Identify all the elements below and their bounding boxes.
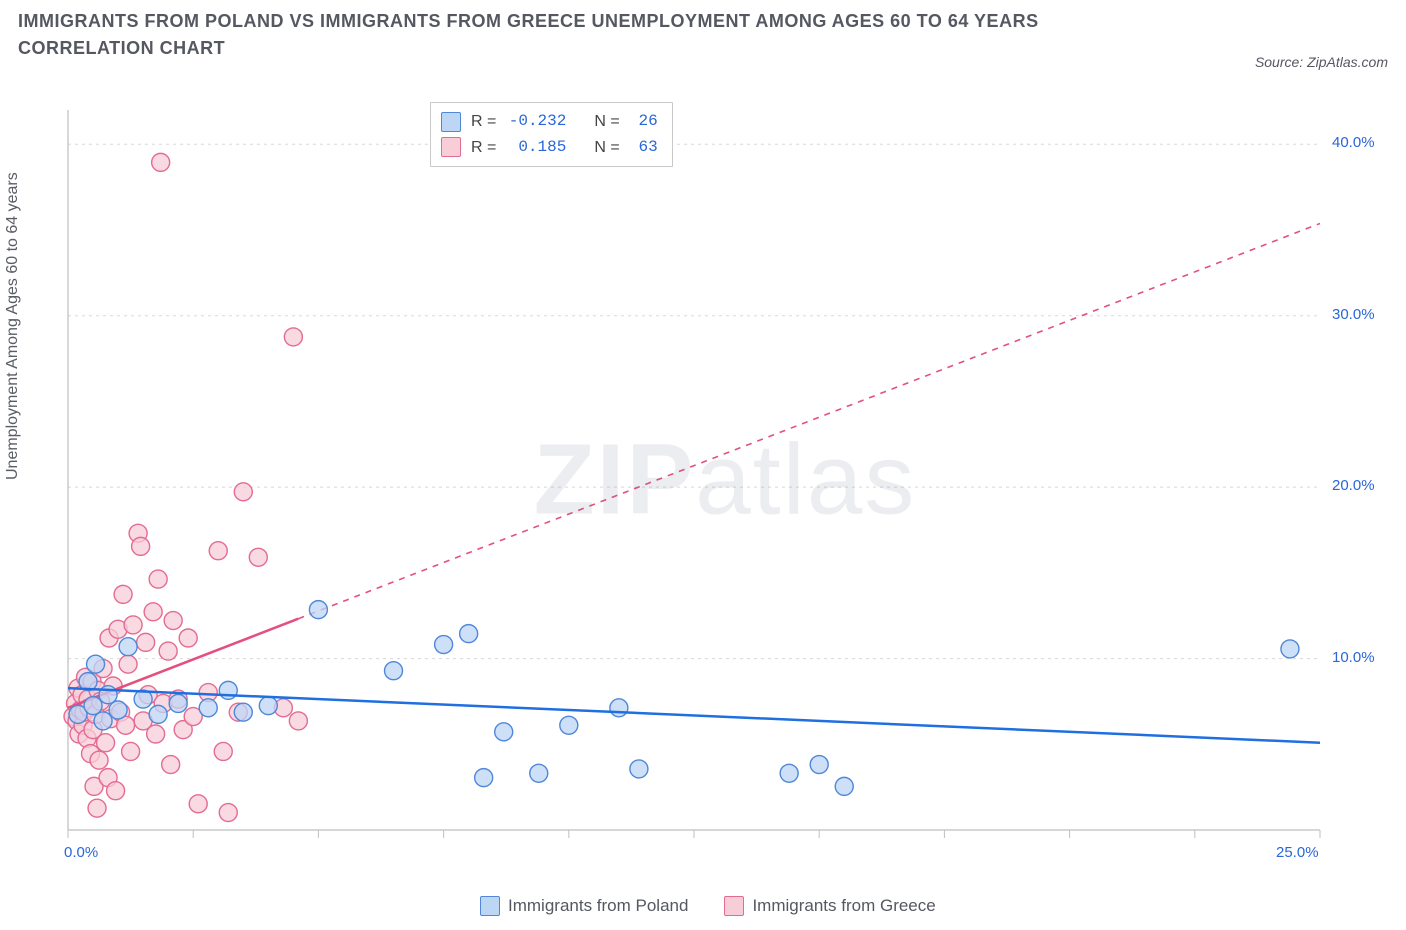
legend-swatch [441,137,461,157]
legend-item: Immigrants from Poland [480,896,688,916]
x-tick-label: 25.0% [1276,844,1319,861]
legend-r-value: -0.232 [506,109,566,135]
y-tick-label: 40.0% [1332,134,1375,151]
series-legend: Immigrants from Poland Immigrants from Gr… [480,896,936,916]
legend-n-label: N = [594,109,619,135]
y-tick-label: 30.0% [1332,306,1375,323]
legend-r-value: 0.185 [506,135,566,161]
legend-n-value: 63 [630,135,658,161]
y-tick-label: 20.0% [1332,477,1375,494]
legend-item: Immigrants from Greece [724,896,935,916]
legend-r-label: R = [471,135,496,161]
legend-series-name: Immigrants from Greece [752,896,935,916]
legend-n-label: N = [594,135,619,161]
legend-r-label: R = [471,109,496,135]
legend-swatch [724,896,744,916]
chart-title: IMMIGRANTS FROM POLAND VS IMMIGRANTS FRO… [18,8,1118,62]
chart-svg [60,100,1390,860]
legend-n-value: 26 [630,109,658,135]
source-attribution: Source: ZipAtlas.com [1255,54,1388,70]
x-tick-label: 0.0% [64,844,98,861]
legend-swatch [480,896,500,916]
legend-swatch [441,112,461,132]
plot-area: ZIPatlas [60,100,1390,860]
legend-series-name: Immigrants from Poland [508,896,688,916]
legend-row: R = 0.185 N = 63 [441,135,658,161]
legend-row: R = -0.232 N = 26 [441,109,658,135]
y-axis-label: Unemployment Among Ages 60 to 64 years [4,172,22,480]
correlation-legend: R = -0.232 N = 26 R = 0.185 N = 63 [430,102,673,167]
y-tick-label: 10.0% [1332,649,1375,666]
